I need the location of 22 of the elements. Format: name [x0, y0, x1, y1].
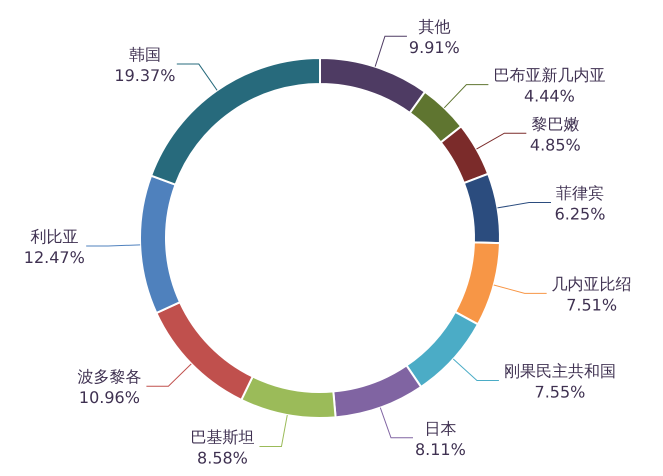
- data-label: 6.25%: [554, 204, 606, 224]
- slice-label: 其他: [418, 17, 450, 36]
- slice-label: 利比亚: [30, 227, 78, 246]
- data-label: 4.44%: [524, 86, 575, 106]
- data-label: 4.85%: [530, 135, 581, 154]
- data-label: 12.47%: [24, 248, 85, 268]
- data-label: 10.96%: [78, 388, 140, 408]
- slice-label: 巴基斯坦: [190, 427, 254, 446]
- data-label: 7.55%: [534, 382, 586, 402]
- slice-label: 几内亚比绍: [552, 274, 632, 294]
- data-label: 19.37%: [114, 66, 176, 86]
- slice-label: 巴布亚新几内亚: [493, 66, 606, 85]
- data-label: 7.51%: [566, 295, 618, 314]
- slice-label: 波多黎各: [77, 367, 142, 386]
- data-label: 8.11%: [414, 440, 466, 459]
- slice-label: 黎巴嫩: [531, 114, 580, 134]
- slice-label: 韩国: [128, 45, 161, 64]
- slice-label: 日本: [424, 418, 456, 438]
- slice-label: 菲律宾: [556, 184, 604, 203]
- data-label: 9.91%: [408, 38, 460, 58]
- data-label: 8.58%: [197, 448, 248, 468]
- slice-label: 刚果民主共和国: [504, 362, 616, 381]
